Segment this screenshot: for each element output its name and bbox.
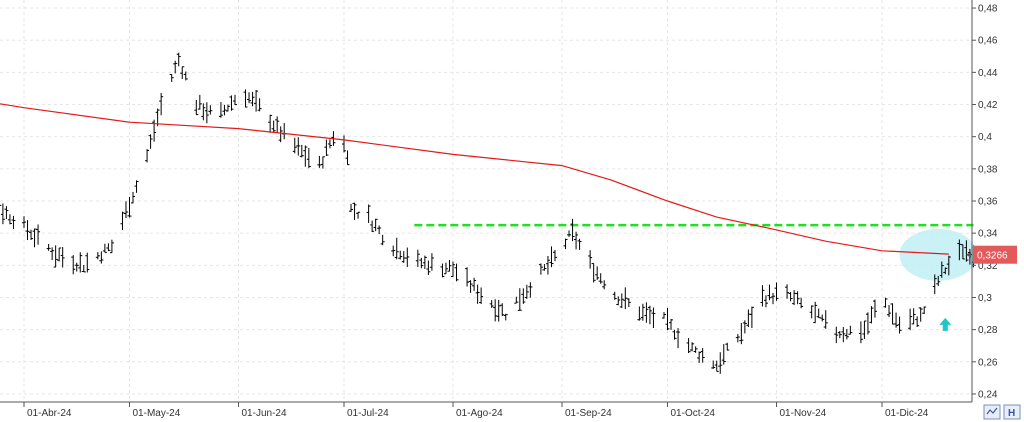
y-tick-label: 0,26 bbox=[978, 357, 998, 368]
up-arrow-icon bbox=[939, 317, 952, 331]
x-tick-label: 01-Sep-24 bbox=[565, 408, 612, 419]
y-tick-label: 0,32 bbox=[978, 261, 998, 272]
annotations bbox=[414, 223, 977, 281]
x-tick-label: 01-Oct-24 bbox=[671, 408, 716, 419]
y-tick-label: 0,44 bbox=[978, 68, 998, 79]
highlight-circle bbox=[899, 228, 977, 281]
x-tick-label: 01-Nov-24 bbox=[780, 408, 827, 419]
chart-scale-glyph bbox=[986, 407, 998, 415]
x-tick-label: 01-May-24 bbox=[132, 408, 180, 419]
y-tick-label: 0,34 bbox=[978, 229, 998, 240]
price-badge bbox=[973, 245, 1017, 264]
y-tick-label: 0,46 bbox=[978, 36, 998, 47]
last-price-label: 0,3266 bbox=[977, 251, 1008, 262]
y-tick-label: 0,48 bbox=[978, 4, 998, 15]
h-button-label: H bbox=[1008, 408, 1015, 419]
y-tick-label: 0,38 bbox=[978, 164, 998, 175]
y-tick-label: 0,3 bbox=[978, 293, 992, 304]
x-tick-label: 01-Ago-24 bbox=[456, 408, 503, 419]
grid-lines bbox=[0, 0, 972, 402]
x-tick-label: 01-Abr-24 bbox=[27, 408, 72, 419]
x-tick-label: 01-Dic-24 bbox=[885, 408, 929, 419]
y-tick-label: 0,4 bbox=[978, 132, 992, 143]
x-tick-label: 01-Jul-24 bbox=[347, 408, 389, 419]
ohlc-bars bbox=[0, 52, 976, 374]
moving-average-path bbox=[0, 103, 949, 255]
x-tick-label: 01-Jun-24 bbox=[242, 408, 287, 419]
y-tick-label: 0,42 bbox=[978, 100, 998, 111]
moving-average-line bbox=[0, 103, 952, 331]
y-tick-label: 0,36 bbox=[978, 197, 998, 208]
y-tick-label: 0,24 bbox=[978, 389, 998, 400]
last-price-marker bbox=[966, 251, 971, 258]
h-button[interactable] bbox=[1003, 404, 1021, 420]
y-tick-label: 0,28 bbox=[978, 325, 998, 336]
